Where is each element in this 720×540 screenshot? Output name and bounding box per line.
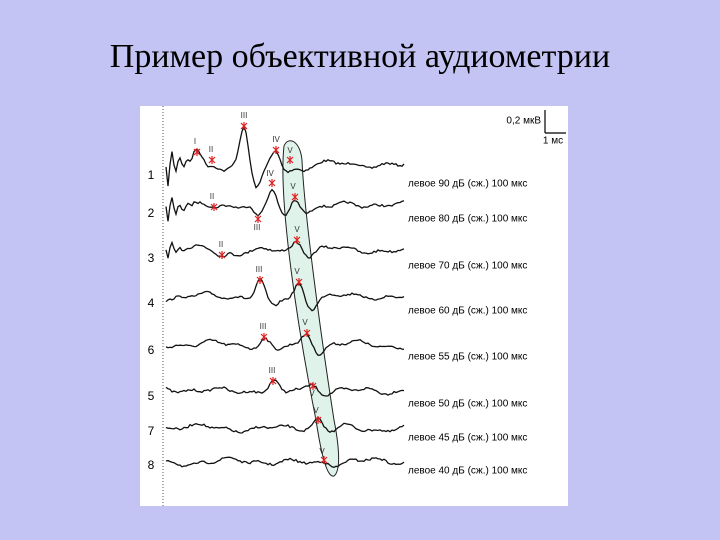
peak-label: V [290, 182, 296, 191]
waveform [165, 277, 405, 312]
peak-marker [254, 215, 262, 223]
peak-label: II [209, 145, 213, 154]
peak-label: V [313, 406, 319, 415]
peak-label: V [287, 146, 293, 155]
peak-marker [314, 416, 322, 424]
trace-label: левое 60 дБ (сж.) 100 мкс [408, 306, 527, 317]
peak-marker [208, 156, 216, 164]
peak-label: V [294, 225, 300, 234]
slide-title: Пример объективной аудиометрии [109, 38, 611, 75]
peak-marker [320, 456, 328, 464]
trace-number: 2 [148, 206, 155, 220]
peak-label: V [294, 267, 300, 276]
waveform [165, 240, 405, 259]
trace-label: левое 90 дБ (сж.) 100 мкс [408, 179, 527, 190]
trace-number: 5 [148, 389, 155, 403]
peak-marker [256, 276, 264, 284]
waveform [165, 188, 405, 222]
peak-label: V [319, 447, 325, 456]
peak-marker [269, 377, 277, 385]
peak-label: V [309, 389, 315, 398]
peak-label: III [241, 111, 248, 120]
peak-marker [240, 122, 248, 130]
trace-number: 4 [148, 296, 155, 310]
peak-label: III [254, 223, 261, 232]
waveform [165, 416, 405, 434]
scale-voltage: 0,2 мкВ [506, 116, 541, 127]
peak-marker [286, 156, 294, 164]
figure-background [140, 106, 568, 506]
peak-label: III [269, 366, 276, 375]
peak-marker [260, 333, 268, 341]
peak-marker [309, 382, 317, 390]
trace-label: левое 40 дБ (сж.) 100 мкс [408, 466, 527, 477]
peak-marker [291, 193, 299, 201]
scale-time: 1 мс [543, 136, 563, 147]
waveform [165, 333, 405, 356]
peak-label: IV [266, 169, 274, 178]
peak-label: II [210, 192, 214, 201]
trace-number: 6 [148, 343, 155, 357]
peak-label: IV [272, 135, 280, 144]
waveform [165, 124, 405, 189]
peak-marker [303, 329, 311, 337]
peak-marker [272, 146, 280, 154]
peak-label: I [194, 137, 196, 146]
peak-label: III [260, 322, 267, 331]
trace-label: левое 50 дБ (сж.) 100 мкс [408, 399, 527, 410]
peak-marker [193, 148, 201, 156]
trace-number: 3 [148, 251, 155, 265]
trace-label: левое 70 дБ (сж.) 100 мкс [408, 261, 527, 272]
peak-marker [210, 203, 218, 211]
peak-marker [293, 236, 301, 244]
peak-marker [295, 278, 303, 286]
trace-label: левое 45 дБ (сж.) 100 мкс [408, 433, 527, 444]
waveform [165, 379, 405, 397]
peak-label: II [219, 240, 223, 249]
peak-marker [218, 251, 226, 259]
peak-marker [268, 179, 276, 187]
trace-number: 1 [148, 168, 155, 182]
peak-label: III [256, 265, 263, 274]
trace-label: левое 80 дБ (сж.) 100 мкс [408, 214, 527, 225]
trace-number: 7 [148, 424, 155, 438]
trace-label: левое 55 дБ (сж.) 100 мкс [408, 352, 527, 363]
waveform [165, 456, 405, 468]
trace-number: 8 [148, 458, 155, 472]
peak-label: V [302, 318, 308, 327]
